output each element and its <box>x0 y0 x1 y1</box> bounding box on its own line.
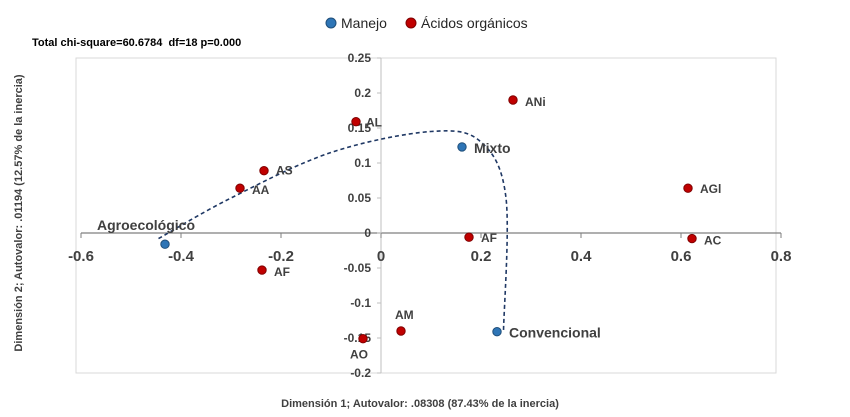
data-point-ac: AC <box>687 233 722 248</box>
point-marker <box>457 142 467 152</box>
point-label: AC <box>704 234 722 248</box>
point-label: AS <box>276 164 293 178</box>
data-point-af: AF <box>257 265 290 279</box>
y-tick-label: 0.25 <box>348 51 372 65</box>
legend-marker-acidos <box>405 17 417 29</box>
x-tick-label: -0.2 <box>268 248 294 265</box>
point-marker <box>396 326 406 336</box>
point-marker <box>358 334 368 344</box>
point-marker <box>683 183 693 193</box>
point-label: Agroecológico <box>97 217 195 233</box>
point-marker <box>687 233 697 244</box>
point-label: AGl <box>700 182 721 196</box>
x-tick-label: 0 <box>377 248 385 265</box>
data-point-convencional: Convencional <box>492 325 601 341</box>
y-tick-label: -0.1 <box>350 296 371 310</box>
x-tick-label: -0.6 <box>68 248 94 265</box>
point-marker <box>508 95 518 105</box>
y-axis-title: Dimensión 2; Autovalor: .01194 (12.57% d… <box>13 74 25 351</box>
chi-square-annotation: Total chi-square=60.6784 df=18 p=0.000 <box>32 37 241 49</box>
legend: Manejo Ácidos orgánicos <box>325 15 528 31</box>
x-axis-title: Dimensión 1; Autovalor: .08308 (87.43% d… <box>281 398 559 410</box>
point-label: AO <box>350 348 368 362</box>
legend-marker-manejo <box>325 17 337 29</box>
data-point-ani: ANi <box>508 95 546 109</box>
point-label: AA <box>252 183 270 197</box>
x-tick-label: 0.2 <box>471 248 492 265</box>
point-label: AF <box>274 265 290 279</box>
x-tick-label: 0.6 <box>671 248 692 265</box>
point-marker <box>259 166 269 176</box>
point-marker <box>351 117 361 127</box>
y-tick-label: 0 <box>364 226 371 240</box>
y-tick-label: -0.2 <box>350 366 371 380</box>
trend-curve <box>158 130 509 332</box>
data-point-al: AL <box>351 116 382 130</box>
point-marker <box>464 232 474 242</box>
data-point-aa: AA <box>235 183 270 197</box>
point-marker <box>492 327 502 337</box>
x-tick-label: -0.4 <box>168 248 195 265</box>
data-point-mixto: Mixto <box>457 140 511 156</box>
point-label: AL <box>366 116 382 130</box>
point-label: Mixto <box>474 140 511 156</box>
data-point-ao: AO <box>350 334 368 362</box>
legend-label-acidos: Ácidos orgánicos <box>421 15 528 31</box>
plot-area <box>75 57 777 374</box>
y-tick-label: -0.05 <box>344 261 372 275</box>
data-point-agroecologico: Agroecológico <box>97 217 195 249</box>
y-tick-label: 0.2 <box>354 86 371 100</box>
data-point-as: AS <box>259 164 293 178</box>
legend-label-manejo: Manejo <box>341 15 387 31</box>
point-marker <box>160 239 170 249</box>
x-tick-label: 0.8 <box>771 248 792 265</box>
point-label: AF <box>481 231 497 245</box>
data-point-am: AM <box>395 308 414 336</box>
x-tick-label: 0.4 <box>571 248 593 265</box>
y-tick-label: 0.05 <box>348 191 372 205</box>
point-label: Convencional <box>509 325 601 341</box>
point-marker <box>257 265 267 275</box>
point-label: AM <box>395 308 414 322</box>
point-label: ANi <box>525 95 546 109</box>
y-tick-label: 0.1 <box>354 156 371 170</box>
data-point-af: AF <box>464 231 497 245</box>
data-point-agl: AGl <box>683 182 721 196</box>
point-marker <box>235 183 245 193</box>
